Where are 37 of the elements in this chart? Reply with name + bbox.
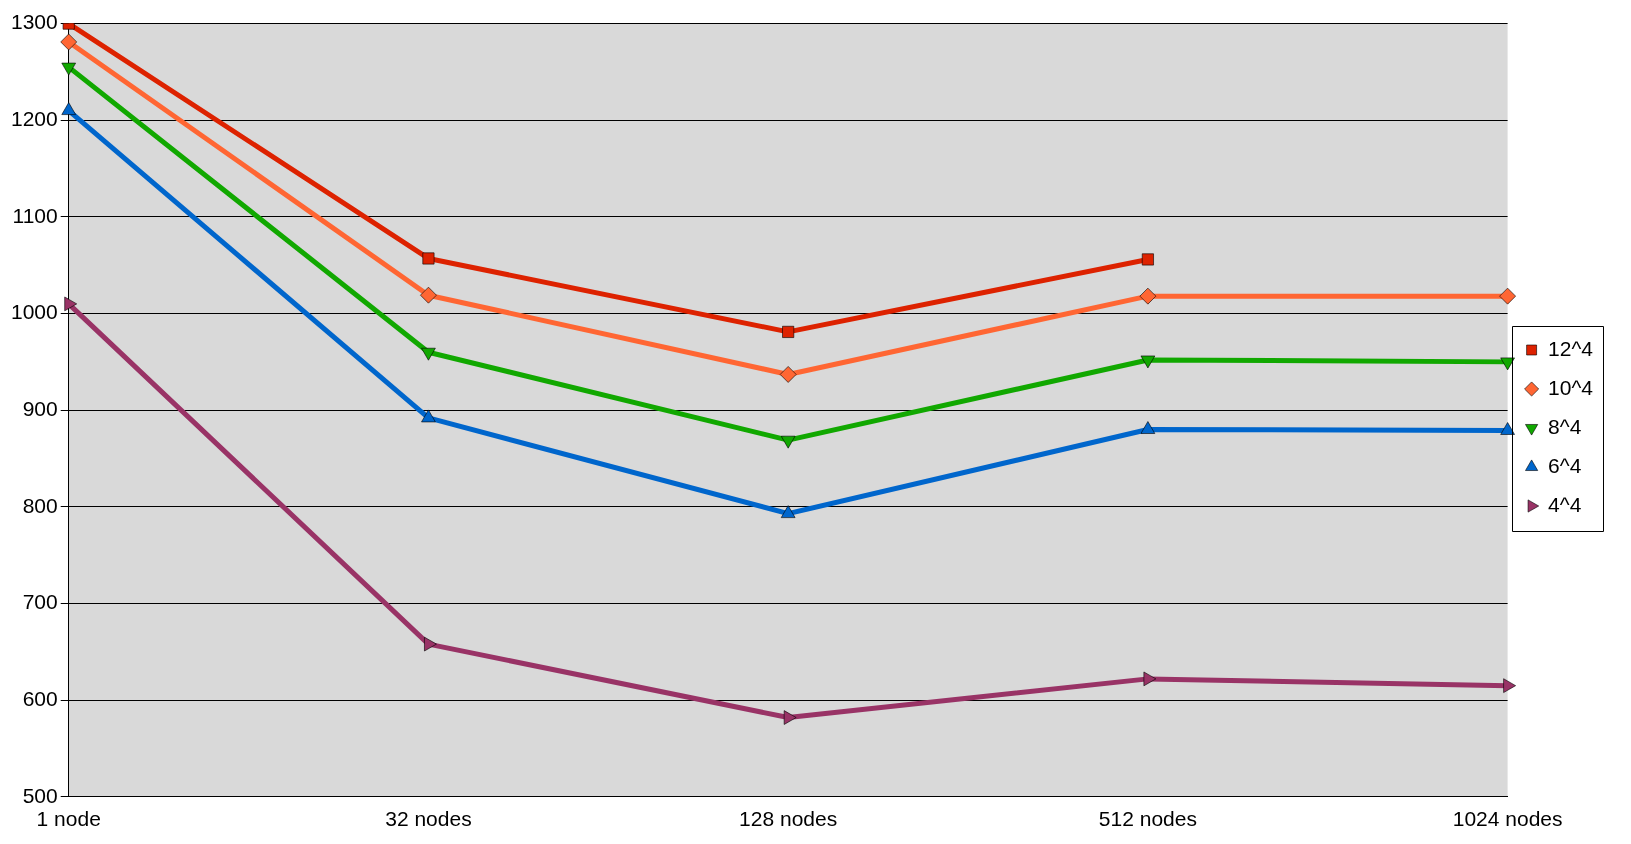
legend-label: 10^4 xyxy=(1548,375,1594,399)
x-tick-label: 128 nodes xyxy=(739,807,838,831)
point xyxy=(1143,671,1157,687)
legend-label: 8^4 xyxy=(1548,414,1582,438)
x-tick-label: 1 node xyxy=(36,807,101,831)
point xyxy=(422,252,435,265)
point xyxy=(1141,253,1154,266)
x-tick-label: 1024 nodes xyxy=(1452,807,1563,831)
legend-label: 6^4 xyxy=(1548,453,1582,477)
point xyxy=(783,710,797,725)
y-tick-label: 800 xyxy=(22,493,58,517)
point xyxy=(420,286,437,304)
point xyxy=(1140,421,1156,434)
point xyxy=(1139,287,1157,305)
point xyxy=(780,505,796,518)
y-tick-label: 900 xyxy=(22,397,58,420)
x-tick-label: 32 nodes xyxy=(385,807,472,831)
y-tick-label: 1000 xyxy=(11,300,58,324)
y-tick-label: 1100 xyxy=(12,203,58,227)
point xyxy=(421,409,436,423)
point xyxy=(61,62,76,76)
y-tick-label: 700 xyxy=(22,590,58,614)
point xyxy=(1503,678,1516,693)
y-tick-label: 600 xyxy=(22,686,58,710)
point xyxy=(779,366,797,383)
point xyxy=(782,325,795,338)
legend-label: 12^4 xyxy=(1548,336,1594,360)
y-tick-label: 1300 xyxy=(11,10,58,34)
point xyxy=(60,33,78,51)
legend-label: 4^4 xyxy=(1548,492,1582,516)
x-tick-label: 512 nodes xyxy=(1098,807,1197,831)
point xyxy=(1500,422,1515,435)
y-tick-label: 500 xyxy=(22,783,58,807)
point xyxy=(1499,287,1516,305)
point xyxy=(421,347,436,361)
y-tick-label: 1200 xyxy=(11,107,58,131)
point xyxy=(424,636,437,652)
